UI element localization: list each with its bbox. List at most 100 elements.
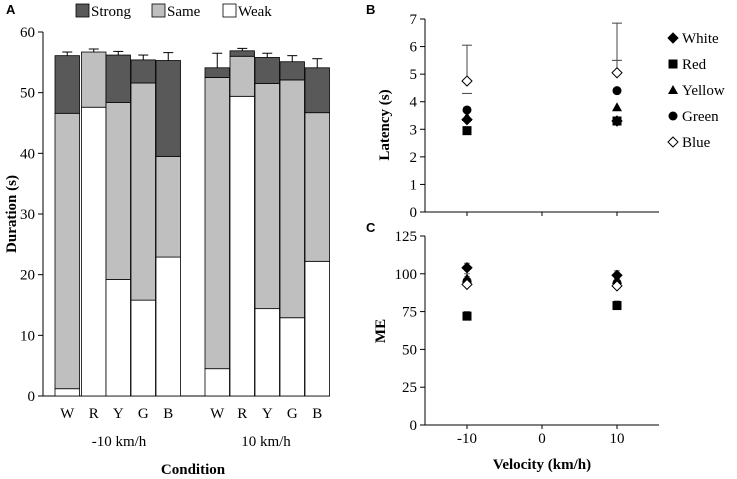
panel-b-y-tick-label: 0 (410, 205, 418, 221)
bar-weak (304, 260, 330, 397)
bar-weak (279, 317, 305, 397)
panel-c-y-tick-label: 125 (395, 229, 418, 245)
panel-a-label: A (6, 2, 16, 17)
bar-weak (204, 368, 230, 397)
bar-same (54, 112, 80, 390)
bar-same (304, 112, 330, 262)
panel-c-y-tick-label: 25 (402, 380, 417, 396)
point-yellow (612, 102, 622, 112)
point-red (462, 126, 472, 136)
legend-label: Yellow (682, 83, 725, 99)
panel-c-x-label: Velocity (km/h) (493, 457, 591, 473)
panel-c-y-label: ME (373, 319, 389, 343)
panel-c-y-tick-label: 50 (402, 342, 417, 358)
x-tick-label: W (60, 406, 75, 422)
panel-b-y-tick-label: 3 (410, 122, 418, 138)
bar-weak (81, 106, 107, 397)
bar-same (81, 51, 107, 108)
bar-same (279, 79, 305, 319)
panel-b-y-tick-label: 6 (410, 40, 418, 56)
bar-same (229, 55, 255, 97)
panel-b-y-tick-label: 7 (410, 12, 418, 28)
legend-marker-blue (667, 136, 679, 148)
panel-c-y-tick-label: 75 (402, 305, 417, 321)
legend-swatch-weak (222, 3, 237, 18)
bar-same (155, 155, 181, 258)
point-red (462, 311, 472, 321)
legend-marker-white (667, 32, 679, 44)
legend-label: Same (167, 4, 201, 20)
bar-same (204, 77, 230, 370)
panel-b-label: B (366, 2, 375, 17)
panel-b-y-label: Latency (s) (377, 89, 393, 160)
panel-b-y-tick-label: 4 (410, 95, 418, 111)
panel-c-x-tick-label: -10 (457, 431, 477, 447)
bar-strong (130, 59, 156, 84)
bar-strong (279, 61, 305, 81)
panel-c-x-tick-label: 0 (538, 431, 546, 447)
bar-weak (105, 279, 131, 397)
point-blue (611, 67, 623, 79)
bar-strong (54, 55, 80, 114)
bar-strong (105, 54, 131, 103)
group-label: 10 km/h (241, 434, 291, 450)
bar-weak (54, 388, 80, 397)
bar-weak (155, 256, 181, 397)
panel-a-y-tick-label: 60 (20, 25, 35, 41)
point-blue (461, 75, 473, 87)
legend-label: Red (682, 57, 707, 73)
legend-label: Weak (238, 4, 272, 20)
panel-a-x-label: Condition (161, 462, 226, 478)
legend-label: Blue (682, 135, 711, 151)
x-tick-label: G (287, 406, 298, 422)
panel-a-y-tick-label: 40 (20, 146, 35, 162)
x-tick-label: Y (113, 406, 124, 422)
bar-strong (229, 50, 255, 57)
panel-a-y-tick-label: 0 (28, 389, 36, 405)
bar-same (254, 83, 280, 310)
point-red (612, 301, 622, 311)
panel-c-label: C (366, 220, 376, 235)
panel-a-y-label: Duration (s) (4, 175, 20, 253)
legend-marker-red (668, 59, 678, 69)
legend-marker-green (668, 111, 678, 121)
x-tick-label: Y (262, 406, 273, 422)
bar-weak (130, 299, 156, 397)
group-label: -10 km/h (92, 434, 147, 450)
legend-marker-yellow (668, 85, 678, 94)
panel-a-y-tick-label: 50 (20, 86, 35, 102)
point-blue (611, 280, 623, 292)
panel-a-y-tick-label: 10 (20, 328, 35, 344)
point-white (461, 262, 473, 274)
legend-label: Strong (91, 4, 132, 20)
panel-c-y-tick-label: 100 (395, 267, 418, 283)
x-tick-label: R (89, 406, 99, 422)
panel-b-y-tick-label: 5 (410, 67, 418, 83)
x-tick-label: R (237, 406, 247, 422)
legend-label: Green (682, 109, 719, 125)
x-tick-label: G (138, 406, 149, 422)
x-tick-label: W (210, 406, 225, 422)
panel-c-y-tick-label: 0 (410, 418, 418, 434)
bar-strong (254, 57, 280, 84)
panel-b-y-tick-label: 2 (410, 150, 418, 166)
bar-same (105, 101, 131, 280)
legend-swatch-same (151, 3, 166, 18)
point-green (462, 105, 472, 115)
point-yellow (462, 111, 472, 121)
bar-weak (229, 95, 255, 397)
bar-strong (204, 67, 230, 78)
legend-label: White (682, 31, 719, 47)
bar-strong (155, 60, 181, 157)
legend-swatch-strong (75, 3, 90, 18)
point-red (612, 116, 622, 126)
bar-strong (304, 67, 330, 114)
panel-a-y-tick-label: 20 (20, 268, 35, 284)
x-tick-label: B (312, 406, 322, 422)
panel-c-x-tick-label: 10 (610, 431, 625, 447)
bar-weak (254, 308, 280, 397)
point-blue (461, 278, 473, 291)
panel-a-y-tick-label: 30 (20, 207, 35, 223)
bar-same (130, 82, 156, 301)
